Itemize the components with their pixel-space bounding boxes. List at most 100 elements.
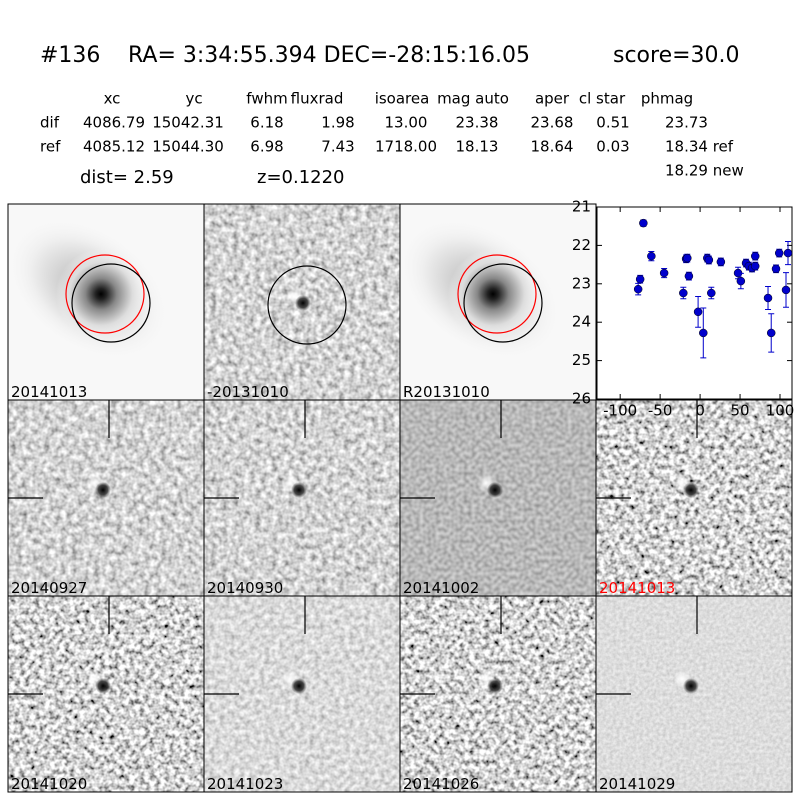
data-point — [693, 307, 703, 317]
y-tick-label: 24 — [572, 313, 591, 331]
table-cell: 7.43 — [321, 138, 354, 156]
data-point — [781, 285, 791, 295]
table-cell: 1.98 — [321, 114, 354, 132]
y-tick-label: 22 — [572, 236, 591, 254]
x-tick-label: 0 — [695, 402, 705, 420]
ring-black — [267, 265, 347, 345]
column-header: fluxrad — [291, 90, 344, 108]
column-header: aper — [535, 90, 570, 108]
image-panel: 20140930 — [203, 399, 401, 597]
data-point — [659, 268, 669, 278]
column-header: xc — [104, 90, 121, 108]
data-point — [774, 248, 784, 258]
y-tick-label: 23 — [572, 274, 591, 292]
data-point — [783, 248, 793, 258]
y-tick-label: 21 — [572, 198, 591, 216]
data-point — [684, 271, 694, 281]
data-point — [704, 255, 714, 265]
panel-label: R20131010 — [403, 383, 490, 401]
panel-label: 20141013 — [599, 579, 675, 597]
ring-black — [71, 263, 151, 343]
image-panel: 20140927 — [7, 399, 205, 597]
residual-dark — [487, 678, 503, 694]
residual-dark — [683, 482, 699, 498]
image-panel: R20131010 — [398, 203, 597, 401]
panel-frame — [595, 595, 793, 793]
new-mag: 18.29 new — [665, 162, 744, 180]
row-label: dif — [40, 114, 60, 132]
residual-dark — [95, 678, 111, 694]
image-panel: 20141029 — [595, 595, 793, 793]
table-cell: 18.34 ref — [665, 138, 734, 156]
table-cell: 23.38 — [456, 114, 499, 132]
table-cell: 4085.12 — [83, 138, 145, 156]
redshift: z=0.1220 — [257, 167, 345, 188]
data-point — [750, 261, 760, 271]
image-panel: 20141013 — [6, 203, 205, 401]
x-tick-label: -50 — [648, 402, 673, 420]
data-point — [633, 284, 643, 294]
table-cell: 15042.31 — [152, 114, 224, 132]
data-point — [707, 288, 716, 298]
image-panel: -20131010 — [203, 203, 401, 401]
table-cell: 1718.00 — [375, 138, 437, 156]
table-cell: 18.64 — [531, 138, 574, 156]
data-point — [716, 257, 726, 267]
y-tick-label: 26 — [572, 390, 591, 408]
image-panel: 20141002 — [399, 399, 597, 597]
table-cell: 6.18 — [250, 114, 283, 132]
score: score=30.0 — [613, 43, 740, 68]
panel-label: 20141023 — [207, 775, 283, 793]
residual-dark — [683, 678, 699, 694]
panel-label: 20141026 — [403, 775, 479, 793]
x-tick-label: 50 — [731, 402, 750, 420]
table-cell: 23.68 — [531, 114, 574, 132]
x-tick-label: -100 — [603, 402, 637, 420]
column-header: isoarea — [375, 90, 430, 108]
panel-label: -20131010 — [207, 383, 289, 401]
data-point — [635, 274, 645, 284]
data-point — [647, 251, 656, 261]
residual-dark — [487, 482, 503, 498]
image-panel: 20141020 — [7, 595, 205, 793]
data-point — [683, 253, 692, 263]
column-header: cl star — [579, 90, 626, 108]
residual-dark — [295, 295, 311, 311]
coordinates: RA= 3:34:55.394 DEC=-28:15:16.05 — [128, 43, 530, 68]
table-cell: 4086.79 — [83, 114, 145, 132]
data-point — [771, 264, 781, 274]
row-label: ref — [40, 138, 61, 156]
table-cell: 15044.30 — [152, 138, 224, 156]
galaxy — [448, 249, 538, 339]
ring-red — [65, 254, 145, 334]
ring-black — [463, 263, 543, 343]
table-cell: 23.73 — [665, 114, 708, 132]
data-point — [736, 276, 746, 286]
table-cell: 13.00 — [385, 114, 428, 132]
image-panel: 20141026 — [399, 595, 597, 793]
panel-label: 20141020 — [11, 775, 87, 793]
plot-area — [596, 206, 793, 400]
data-point — [679, 288, 688, 298]
panel-label: 20141013 — [11, 383, 87, 401]
table-cell: 6.98 — [250, 138, 283, 156]
residual-dark — [291, 678, 307, 694]
column-header: mag auto — [437, 90, 509, 108]
image-panel: 20141013 — [595, 399, 793, 597]
table-cell: 0.03 — [596, 138, 629, 156]
panel-label: 20141002 — [403, 579, 479, 597]
data-point — [763, 293, 773, 303]
y-tick-label: 25 — [572, 351, 591, 369]
column-header: yc — [185, 90, 202, 108]
column-header: fwhm — [246, 90, 287, 108]
data-point — [699, 328, 708, 338]
data-point — [750, 251, 760, 261]
residual-dark — [95, 482, 111, 498]
distance: dist= 2.59 — [80, 167, 174, 188]
panel-label: 20140930 — [207, 579, 283, 597]
panel-label: 20141029 — [599, 775, 675, 793]
x-tick-label: 100 — [766, 402, 795, 420]
residual-dark — [291, 482, 307, 498]
